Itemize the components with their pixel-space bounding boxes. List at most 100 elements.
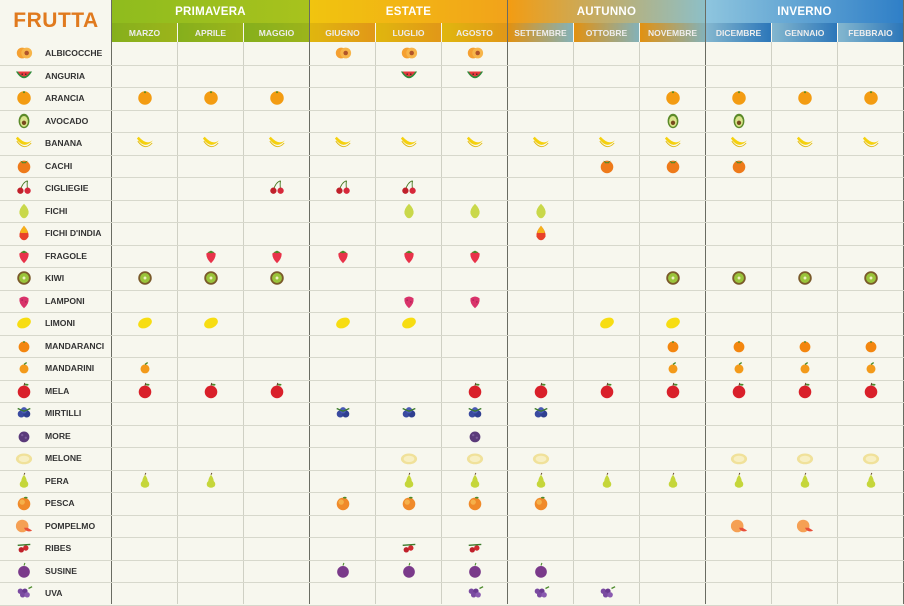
kiwi-icon (14, 269, 34, 287)
grid-row-line (0, 245, 904, 246)
apple-icon (201, 382, 221, 400)
grid-row-line (0, 470, 904, 471)
month-header: APRILE (178, 23, 243, 42)
grid-row-line (0, 200, 904, 201)
apple-icon (14, 382, 34, 400)
apple-icon (597, 382, 617, 400)
season-header: PRIMAVERA (112, 0, 309, 23)
melon-icon (465, 449, 485, 467)
melon-icon (861, 449, 881, 467)
grid-column-line (441, 42, 442, 604)
season-header: INVERNO (706, 0, 903, 23)
lemon-icon (333, 314, 353, 332)
banana-icon (597, 134, 617, 152)
grapefruit-icon (729, 517, 749, 535)
cherry-icon (14, 179, 34, 197)
cherry-icon (267, 179, 287, 197)
blueberry-icon (465, 404, 485, 422)
banana-icon (14, 134, 34, 152)
grapefruit-icon (14, 517, 34, 535)
grid-column-line (375, 42, 376, 604)
orange-icon (267, 89, 287, 107)
fruit-label: ARANCIA (45, 93, 85, 103)
watermelon-icon (399, 67, 419, 85)
lemon-icon (201, 314, 221, 332)
peach-icon (14, 494, 34, 512)
orange-icon (795, 89, 815, 107)
banana-icon (465, 134, 485, 152)
apple-icon (267, 382, 287, 400)
lemon-icon (135, 314, 155, 332)
apple-icon (663, 382, 683, 400)
fruit-label: FICHI (45, 206, 68, 216)
banana-icon (135, 134, 155, 152)
grid-column-line (639, 42, 640, 604)
fig-icon (14, 202, 34, 220)
grid-row-line (0, 335, 904, 336)
fruit-label: SUSINE (45, 566, 77, 576)
plum-icon (399, 562, 419, 580)
strawberry-icon (14, 247, 34, 265)
blackberry-icon (465, 427, 485, 445)
currant-icon (14, 539, 34, 557)
avocado-icon (14, 112, 34, 130)
mandarin-orange-icon (861, 337, 881, 355)
persimmon-icon (729, 157, 749, 175)
pear-icon (399, 472, 419, 490)
fruit-label: MIRTILLI (45, 408, 82, 418)
grid-row-line (0, 425, 904, 426)
pear-icon (135, 472, 155, 490)
fruit-label: CACHI (45, 161, 73, 171)
kiwi-icon (267, 269, 287, 287)
fruit-label: POMPELMO (45, 521, 96, 531)
fruit-label: MANDARANCI (45, 341, 105, 351)
pear-icon (201, 472, 221, 490)
fruit-label: MELA (45, 386, 70, 396)
cherry-icon (333, 179, 353, 197)
fruit-label: ANGURIA (45, 71, 86, 81)
peach-icon (465, 494, 485, 512)
currant-icon (465, 539, 485, 557)
grid-column-line (111, 0, 112, 604)
mandarin-orange-icon (14, 337, 34, 355)
fruit-label: MELONE (45, 453, 82, 463)
banana-icon (399, 134, 419, 152)
grape-icon (465, 584, 485, 602)
orange-icon (861, 89, 881, 107)
currant-icon (399, 539, 419, 557)
mandarin-icon (135, 359, 155, 377)
strawberry-icon (465, 247, 485, 265)
grid-column-line (309, 0, 310, 604)
watermelon-icon (14, 67, 34, 85)
grid-row-line (0, 155, 904, 156)
pear-icon (861, 472, 881, 490)
persimmon-icon (663, 157, 683, 175)
grid-column-line (837, 42, 838, 604)
melon-icon (14, 449, 34, 467)
apple-icon (861, 382, 881, 400)
orange-icon (729, 89, 749, 107)
banana-icon (333, 134, 353, 152)
raspberry-icon (14, 292, 34, 310)
apple-icon (531, 382, 551, 400)
grid-row-line (0, 312, 904, 313)
grid-row-line (0, 560, 904, 561)
avocado-icon (663, 112, 683, 130)
season-header: ESTATE (310, 0, 507, 23)
month-header: SETTEMBRE (508, 23, 573, 42)
plum-icon (333, 562, 353, 580)
month-header: NOVEMBRE (640, 23, 705, 42)
blackberry-icon (14, 427, 34, 445)
grid-column-line (705, 0, 706, 604)
grid-row-line (0, 447, 904, 448)
grid-column-line (507, 0, 508, 604)
grid-row-line (0, 380, 904, 381)
orange-icon (135, 89, 155, 107)
grid-row-line (0, 290, 904, 291)
fruit-label: CIGLIEGIE (45, 183, 89, 193)
mandarin-icon (861, 359, 881, 377)
melon-icon (795, 449, 815, 467)
mandarin-icon (795, 359, 815, 377)
season-header: AUTUNNO (508, 0, 705, 23)
grid-column-line (177, 42, 178, 604)
